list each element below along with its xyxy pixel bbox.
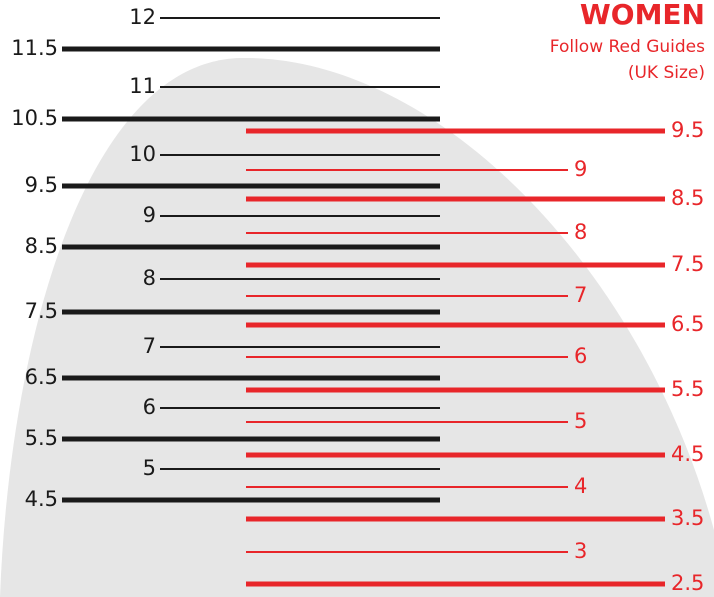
size-label: 5.5 xyxy=(25,426,58,450)
size-label: 7.5 xyxy=(25,299,58,323)
size-label: 3 xyxy=(574,539,587,563)
size-guide: WOMEN Follow Red Guides (UK Size) 12 11.5… xyxy=(0,0,714,597)
size-label: 9 xyxy=(574,157,587,181)
size-label: 6 xyxy=(574,344,587,368)
size-label: 9 xyxy=(143,203,156,227)
size-label: 3.5 xyxy=(671,506,704,530)
size-label: 8.5 xyxy=(671,186,704,210)
size-label: 5 xyxy=(143,456,156,480)
size-label: 10.5 xyxy=(11,106,58,130)
size-label: 4 xyxy=(574,474,587,498)
size-label: 11 xyxy=(129,74,156,98)
size-label: 9.5 xyxy=(25,173,58,197)
size-label: 7 xyxy=(574,283,587,307)
size-label: 12 xyxy=(129,5,156,29)
size-label: 6 xyxy=(143,395,156,419)
size-label: 10 xyxy=(129,142,156,166)
size-label: 6.5 xyxy=(671,312,704,336)
size-label: 4.5 xyxy=(25,487,58,511)
size-label: 4.5 xyxy=(671,442,704,466)
size-label: 11.5 xyxy=(11,36,58,60)
size-label: 8 xyxy=(574,220,587,244)
size-label: 6.5 xyxy=(25,365,58,389)
subtitle: (UK Size) xyxy=(628,63,705,83)
size-label: 8 xyxy=(143,266,156,290)
size-label: 5 xyxy=(574,409,587,433)
subtitle: Follow Red Guides xyxy=(550,37,705,57)
size-label: 8.5 xyxy=(25,234,58,258)
title: WOMEN xyxy=(580,0,705,31)
size-label: 7.5 xyxy=(671,252,704,276)
size-label: 5.5 xyxy=(671,377,704,401)
size-label: 7 xyxy=(143,334,156,358)
size-label: 9.5 xyxy=(671,118,704,142)
size-label: 2.5 xyxy=(671,571,704,595)
